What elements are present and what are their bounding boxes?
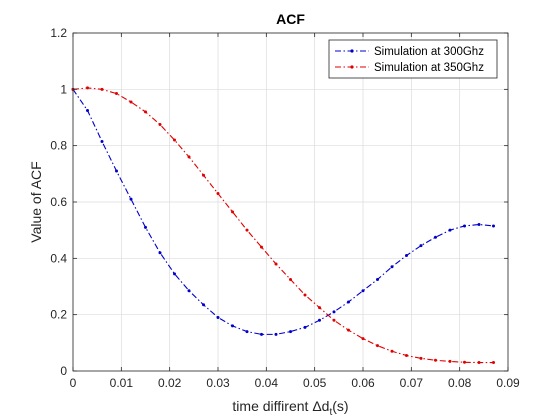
series-2-point xyxy=(463,360,466,364)
x-tick-label: 0.02 xyxy=(158,376,182,390)
series-2-point xyxy=(390,349,394,353)
legend-marker-2 xyxy=(350,65,354,69)
series-1-point xyxy=(274,332,278,336)
series-1-point xyxy=(231,324,234,328)
y-tick-label: 0.2 xyxy=(50,308,67,322)
series-2-point xyxy=(419,356,423,360)
series-1-point xyxy=(173,272,176,276)
series-line-1 xyxy=(72,89,494,335)
series-1-point xyxy=(390,265,394,269)
series-2-point xyxy=(477,361,481,365)
series-1-point xyxy=(216,315,220,319)
x-tick-label: 0.01 xyxy=(110,376,134,390)
series-1-point xyxy=(187,289,191,293)
x-axis-label-unit: (s) xyxy=(332,398,348,414)
series-2-point xyxy=(332,318,336,322)
series-2-point xyxy=(173,138,176,142)
series-2-point xyxy=(405,354,408,358)
series-1-point xyxy=(347,300,350,304)
series-2-point xyxy=(303,293,307,297)
series-2-point xyxy=(129,100,133,104)
ticks: 0 0.01 0.02 0.03 0.04 0.05 0.06 0.07 0.08 0.09 0 0.… xyxy=(50,26,520,390)
series-1-point xyxy=(303,325,307,329)
legend: Simulation at 300Ghz Simulation at 350Ghz xyxy=(328,39,498,79)
series-1-point xyxy=(245,330,249,334)
series-1-point xyxy=(129,197,133,201)
series-2-point xyxy=(492,361,495,365)
series-line-2 xyxy=(72,87,494,364)
x-axis-label: time diffirent Δdt(s) xyxy=(232,398,348,418)
series-2-point xyxy=(318,306,321,310)
series-2-point xyxy=(158,123,162,127)
x-tick-label: 0.08 xyxy=(448,376,472,390)
x-axis-label-subscript: t xyxy=(329,407,332,418)
x-axis-label-delta: Δd xyxy=(312,398,329,414)
series-2-point xyxy=(100,87,104,91)
series-1-point xyxy=(332,310,336,314)
series-2-point xyxy=(86,86,89,90)
series-1-point xyxy=(361,289,365,293)
series-1-point xyxy=(318,318,321,322)
legend-box xyxy=(328,39,498,79)
y-tick-label: 0.6 xyxy=(50,195,67,209)
chart-title: ACF xyxy=(276,11,305,27)
series-2-point xyxy=(434,358,437,362)
x-tick-label: 0.06 xyxy=(351,376,375,390)
series-2-point xyxy=(347,328,350,332)
series-1-point xyxy=(158,251,162,255)
series-1-point xyxy=(100,139,104,143)
series-1-point xyxy=(419,244,423,248)
series-1-point xyxy=(434,235,437,239)
series-1-point xyxy=(144,225,147,229)
series-1-point xyxy=(448,228,452,232)
x-tick-label: 0.09 xyxy=(496,376,520,390)
series-1-point xyxy=(289,330,292,334)
series-2-point xyxy=(202,173,205,177)
series-layer xyxy=(71,86,495,365)
legend-label-2: Simulation at 350Ghz xyxy=(374,62,484,74)
series-1-point xyxy=(260,332,263,336)
series-2-point xyxy=(376,344,379,348)
y-tick-label: 0.4 xyxy=(50,251,67,265)
y-tick-label: 0 xyxy=(60,364,67,378)
legend-label-1: Simulation at 300Ghz xyxy=(374,46,484,58)
series-1-point xyxy=(405,254,408,258)
x-axis-label-main: time diffirent xyxy=(232,398,312,414)
x-tick-label: 0.05 xyxy=(303,376,327,390)
x-tick-label: 0.04 xyxy=(255,376,279,390)
y-tick-label: 1 xyxy=(60,82,67,96)
series-1-point xyxy=(477,223,481,227)
series-2-point xyxy=(361,337,365,341)
y-axis-label: Value of ACF xyxy=(28,161,44,242)
series-1-point xyxy=(376,277,379,281)
series-2-point xyxy=(289,277,292,281)
y-tick-label: 1.2 xyxy=(50,26,67,40)
series-1-point xyxy=(492,224,495,228)
series-2-point xyxy=(231,210,234,214)
series-2-point xyxy=(448,359,452,363)
series-2-point xyxy=(115,92,118,96)
series-2-point xyxy=(144,110,147,114)
legend-entries: Simulation at 300Ghz Simulation at 350Ghz xyxy=(335,46,484,74)
series-2-point xyxy=(260,245,263,249)
x-tick-label: 0 xyxy=(70,376,77,390)
series-1-point xyxy=(463,224,466,228)
y-tick-label: 0.8 xyxy=(50,139,67,153)
x-tick-label: 0.03 xyxy=(206,376,230,390)
series-1-point xyxy=(115,169,118,173)
x-tick-label: 0.07 xyxy=(400,376,424,390)
series-2-point xyxy=(274,262,278,266)
series-2-point xyxy=(245,228,249,232)
legend-marker-1 xyxy=(350,49,354,53)
series-2-point xyxy=(187,155,191,159)
series-2-point xyxy=(216,192,220,196)
series-1-point xyxy=(86,108,89,112)
series-1-point xyxy=(202,303,205,307)
